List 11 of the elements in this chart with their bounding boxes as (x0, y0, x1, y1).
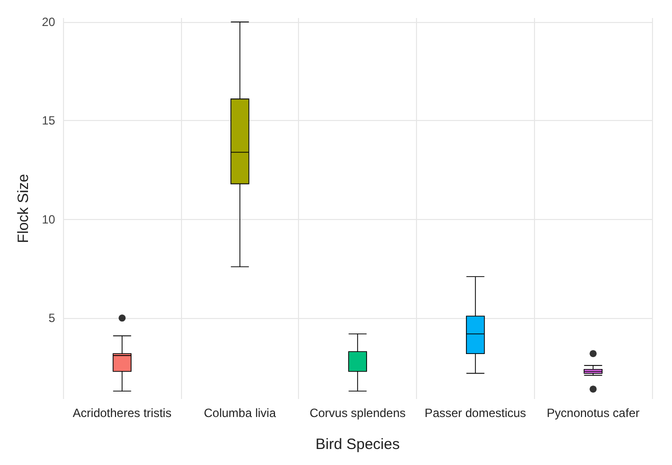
y-tick-label: 5 (48, 311, 56, 326)
x-tick-label: Acridotheres tristis (72, 406, 172, 420)
x-tick-label: Pycnonotus cafer (546, 406, 640, 420)
x-tick-label: Corvus splendens (310, 406, 406, 420)
y-axis-title: Flock Size (15, 174, 32, 244)
y-tick-label: 15 (42, 114, 56, 128)
x-axis-title: Bird Species (316, 436, 400, 453)
y-tick-label: 20 (42, 14, 56, 29)
y-tick-label: 10 (42, 212, 56, 226)
x-tick-label: Passer domesticus (424, 406, 526, 420)
x-tick-label: Columba livia (204, 406, 276, 420)
